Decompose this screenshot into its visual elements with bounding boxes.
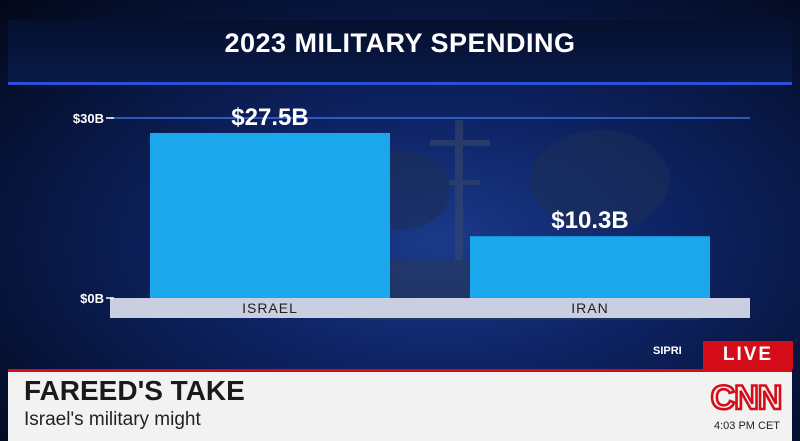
- title-divider: [8, 82, 792, 85]
- bar-value-label: $10.3B: [551, 207, 628, 234]
- headline: FAREED'S TAKE: [24, 375, 245, 406]
- bar-iran: [470, 236, 710, 298]
- bar-israel: [150, 133, 390, 298]
- clock: 4:03 PM CET: [713, 420, 781, 432]
- live-badge: LIVE: [703, 341, 793, 369]
- title-band: [8, 20, 792, 82]
- source-label: SIPRI: [653, 345, 682, 357]
- lower-third-accent: [8, 369, 792, 372]
- y-tick-label: $30B: [73, 111, 104, 126]
- chart-title: 2023 MILITARY SPENDING: [224, 28, 576, 58]
- y-tick-label: $0B: [80, 291, 104, 306]
- cnn-logo: CNN: [709, 378, 783, 416]
- category-label: IRAN: [571, 300, 608, 316]
- category-band: [110, 298, 750, 318]
- svg-text:CNN: CNN: [711, 379, 782, 416]
- category-label: ISRAEL: [242, 300, 298, 316]
- bar-value-label: $27.5B: [231, 104, 308, 131]
- lower-third: [8, 369, 792, 441]
- subheadline: Israel's military might: [24, 409, 201, 430]
